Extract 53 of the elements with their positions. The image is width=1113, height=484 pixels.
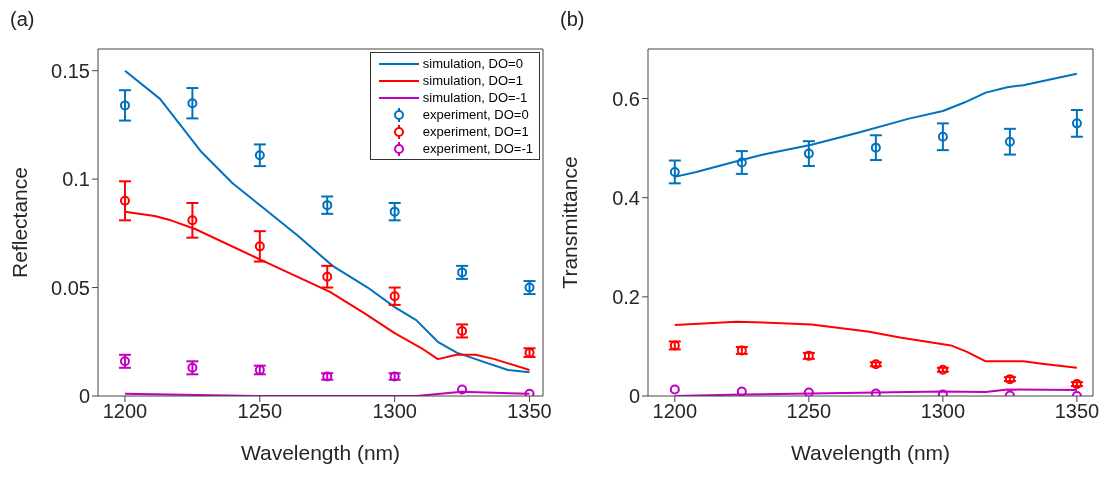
legend-label: simulation, DO=0 [422, 56, 523, 71]
point [524, 388, 535, 396]
point [1004, 136, 1015, 147]
y-tick-label: 0.2 [612, 285, 640, 308]
y-axis-title: Reflectance [8, 167, 32, 278]
y-axis-title: Transmittance [558, 156, 582, 289]
x-tick-label: 1200 [102, 400, 148, 423]
line-series [673, 320, 1078, 369]
x-axis-title: Wavelength (nm) [790, 441, 951, 464]
point [119, 100, 130, 111]
point [254, 150, 265, 161]
y-tick-label: 0.1 [62, 168, 90, 191]
point [187, 98, 198, 109]
x-tick-label: 1250 [786, 400, 832, 423]
chart-title: (b) [560, 8, 585, 31]
x-axis-title: Wavelength (nm) [240, 441, 401, 464]
y-tick-label: 0.05 [51, 276, 90, 299]
x-tick-label: 1300 [920, 400, 966, 423]
x-tick-label: 1350 [1054, 400, 1100, 423]
point [669, 384, 680, 395]
point [254, 241, 265, 252]
point [736, 386, 747, 396]
point [803, 387, 814, 396]
y-tick-label: 0.4 [612, 186, 640, 209]
legend-label: experiment, DO=1 [422, 124, 529, 139]
x-tick-label: 1200 [652, 400, 698, 423]
legend-label: simulation, DO=-1 [422, 90, 528, 105]
x-tick-label: 1300 [372, 400, 417, 423]
point [389, 206, 400, 217]
point [870, 388, 881, 396]
point [803, 148, 814, 159]
x-tick-label: 1250 [237, 400, 283, 423]
point [322, 271, 333, 282]
point [669, 166, 680, 177]
point [937, 131, 948, 142]
y-tick-label: 0 [628, 385, 640, 408]
point [389, 291, 400, 302]
point [457, 384, 468, 395]
point [119, 195, 130, 206]
x-tick-label: 1350 [507, 400, 552, 423]
point [870, 142, 881, 153]
line-series [123, 69, 531, 374]
point [322, 200, 333, 211]
point [187, 215, 198, 226]
y-tick-label: 0.15 [51, 59, 90, 82]
point [1071, 118, 1082, 129]
chart-title: (a) [10, 8, 35, 31]
y-tick-label: 0.6 [612, 87, 640, 110]
y-tick-label: 0 [78, 385, 90, 408]
point [736, 157, 747, 168]
legend-label: simulation, DO=1 [422, 73, 523, 88]
legend-label: experiment, DO=0 [422, 107, 529, 122]
legend-label: experiment, DO=-1 [422, 141, 533, 156]
